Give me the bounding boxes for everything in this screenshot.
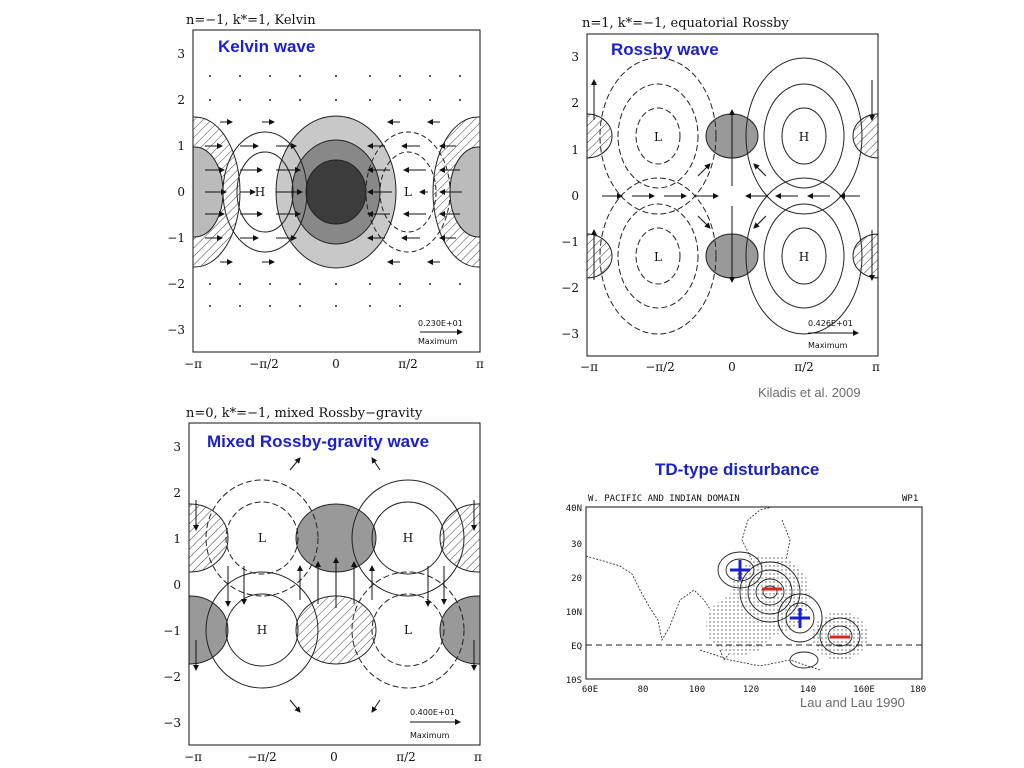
rossby-label-2: L — [654, 250, 662, 264]
x-tick: π/2 — [396, 750, 416, 764]
rossby-label-3: H — [799, 250, 809, 264]
mrg-field — [189, 457, 480, 713]
rossby-panel-title: n=1, k*=−1, equatorial Rossby — [582, 16, 789, 31]
lon-tick: 140 — [800, 685, 816, 695]
kelvin-panel-title: n=−1, k*=1, Kelvin — [186, 13, 316, 28]
mrg-panel: n=0, k*=−1, mixed Rossby−gravity — [163, 406, 482, 764]
y-tick: 1 — [173, 532, 181, 546]
x-tick: −π/2 — [249, 357, 279, 371]
y-tick: −3 — [561, 327, 579, 341]
x-tick: −π/2 — [247, 750, 277, 764]
kelvin-field — [193, 75, 480, 307]
lon-tick: 120 — [743, 685, 759, 695]
td-caption: TD-type disturbance — [655, 460, 820, 479]
kelvin-y-ticks: 3 2 1 0 −1 −2 −3 — [167, 47, 185, 337]
x-tick: 0 — [728, 360, 736, 374]
x-tick: −π — [580, 360, 598, 374]
y-tick: −1 — [561, 235, 579, 249]
y-tick: 0 — [571, 189, 579, 203]
x-tick: π/2 — [398, 357, 418, 371]
y-tick: 3 — [177, 47, 185, 61]
lat-tick: 10N — [566, 608, 582, 618]
lau-credit: Lau and Lau 1990 — [800, 695, 905, 710]
y-tick: 2 — [173, 486, 181, 500]
kiladis-credit: Kiladis et al. 2009 — [758, 385, 861, 400]
rossby-max-label: Maximum — [808, 341, 848, 350]
y-tick: 3 — [571, 50, 579, 64]
x-tick: −π — [184, 357, 202, 371]
lon-tick: 80 — [638, 685, 649, 695]
mrg-x-ticks: −π −π/2 0 π/2 π — [184, 750, 482, 764]
y-tick: 0 — [177, 185, 185, 199]
lat-tick: 10S — [566, 676, 582, 686]
rossby-label-1: H — [799, 130, 809, 144]
mrg-y-ticks: 3 2 1 0 −1 −2 −3 — [163, 440, 181, 730]
lat-tick: 30 — [571, 540, 582, 550]
y-tick: 2 — [177, 93, 185, 107]
lat-tick: 40N — [566, 504, 582, 514]
x-tick: 0 — [330, 750, 338, 764]
rossby-max-value: 0.426E+01 — [808, 319, 853, 328]
lon-tick: 60E — [582, 685, 598, 695]
mrg-label-2: H — [257, 623, 267, 637]
y-tick: 1 — [177, 139, 185, 153]
y-tick: 0 — [173, 578, 181, 592]
y-tick: 1 — [571, 143, 579, 157]
rossby-field — [587, 57, 878, 335]
kelvin-label-1: L — [404, 185, 412, 199]
rossby-caption: Rossby wave — [611, 40, 719, 59]
plus-marker-icon — [790, 608, 810, 628]
mrg-max-label: Maximum — [410, 731, 450, 740]
y-tick: 3 — [173, 440, 181, 454]
kelvin-max-value: 0.230E+01 — [418, 319, 463, 328]
map-lat-ticks: 40N 30 20 10N EQ 10S — [566, 504, 582, 686]
y-tick: −3 — [163, 716, 181, 730]
rossby-x-ticks: −π −π/2 0 π/2 π — [580, 360, 880, 374]
rossby-panel: n=1, k*=−1, equatorial Rossby — [561, 16, 880, 374]
x-tick: π — [474, 750, 482, 764]
x-tick: π — [872, 360, 880, 374]
mrg-caption: Mixed Rossby-gravity wave — [207, 432, 430, 451]
y-tick: 2 — [571, 96, 579, 110]
kelvin-x-ticks: −π −π/2 0 π/2 π — [184, 357, 484, 371]
lon-tick: 180 — [910, 685, 926, 695]
mrg-label-1: H — [403, 531, 413, 545]
x-tick: −π — [184, 750, 202, 764]
y-tick: −2 — [163, 670, 181, 684]
mrg-panel-title: n=0, k*=−1, mixed Rossby−gravity — [186, 406, 423, 421]
rossby-label-0: L — [654, 130, 662, 144]
x-tick: π/2 — [794, 360, 814, 374]
map-title: W. PACIFIC AND INDIAN DOMAIN — [588, 494, 740, 504]
x-tick: −π/2 — [645, 360, 675, 374]
kelvin-caption: Kelvin wave — [218, 37, 316, 56]
kelvin-max-label: Maximum — [418, 337, 458, 346]
y-tick: −1 — [167, 231, 185, 245]
mrg-max-value: 0.400E+01 — [410, 708, 455, 717]
mrg-label-3: L — [404, 623, 412, 637]
x-tick: 0 — [332, 357, 340, 371]
lat-tick: 20 — [571, 574, 582, 584]
lat-tick: EQ — [571, 642, 582, 652]
y-tick: −2 — [167, 277, 185, 291]
map-code: WP1 — [902, 494, 918, 504]
y-tick: −3 — [167, 323, 185, 337]
kelvin-label-0: H — [255, 185, 265, 199]
kelvin-panel: n=−1, k*=1, Kelvin — [167, 13, 484, 371]
rossby-y-ticks: 3 2 1 0 −1 −2 −3 — [561, 50, 579, 341]
map-field — [586, 507, 922, 671]
lon-tick: 160E — [853, 685, 875, 695]
lon-tick: 100 — [689, 685, 705, 695]
plus-marker-icon — [730, 560, 750, 580]
y-tick: −2 — [561, 281, 579, 295]
y-tick: −1 — [163, 624, 181, 638]
map-lon-ticks: 60E 80 100 120 140 160E 180 — [582, 685, 926, 695]
td-map-panel: W. PACIFIC AND INDIAN DOMAIN WP1 — [566, 494, 926, 695]
mrg-label-0: L — [258, 531, 266, 545]
x-tick: π — [476, 357, 484, 371]
